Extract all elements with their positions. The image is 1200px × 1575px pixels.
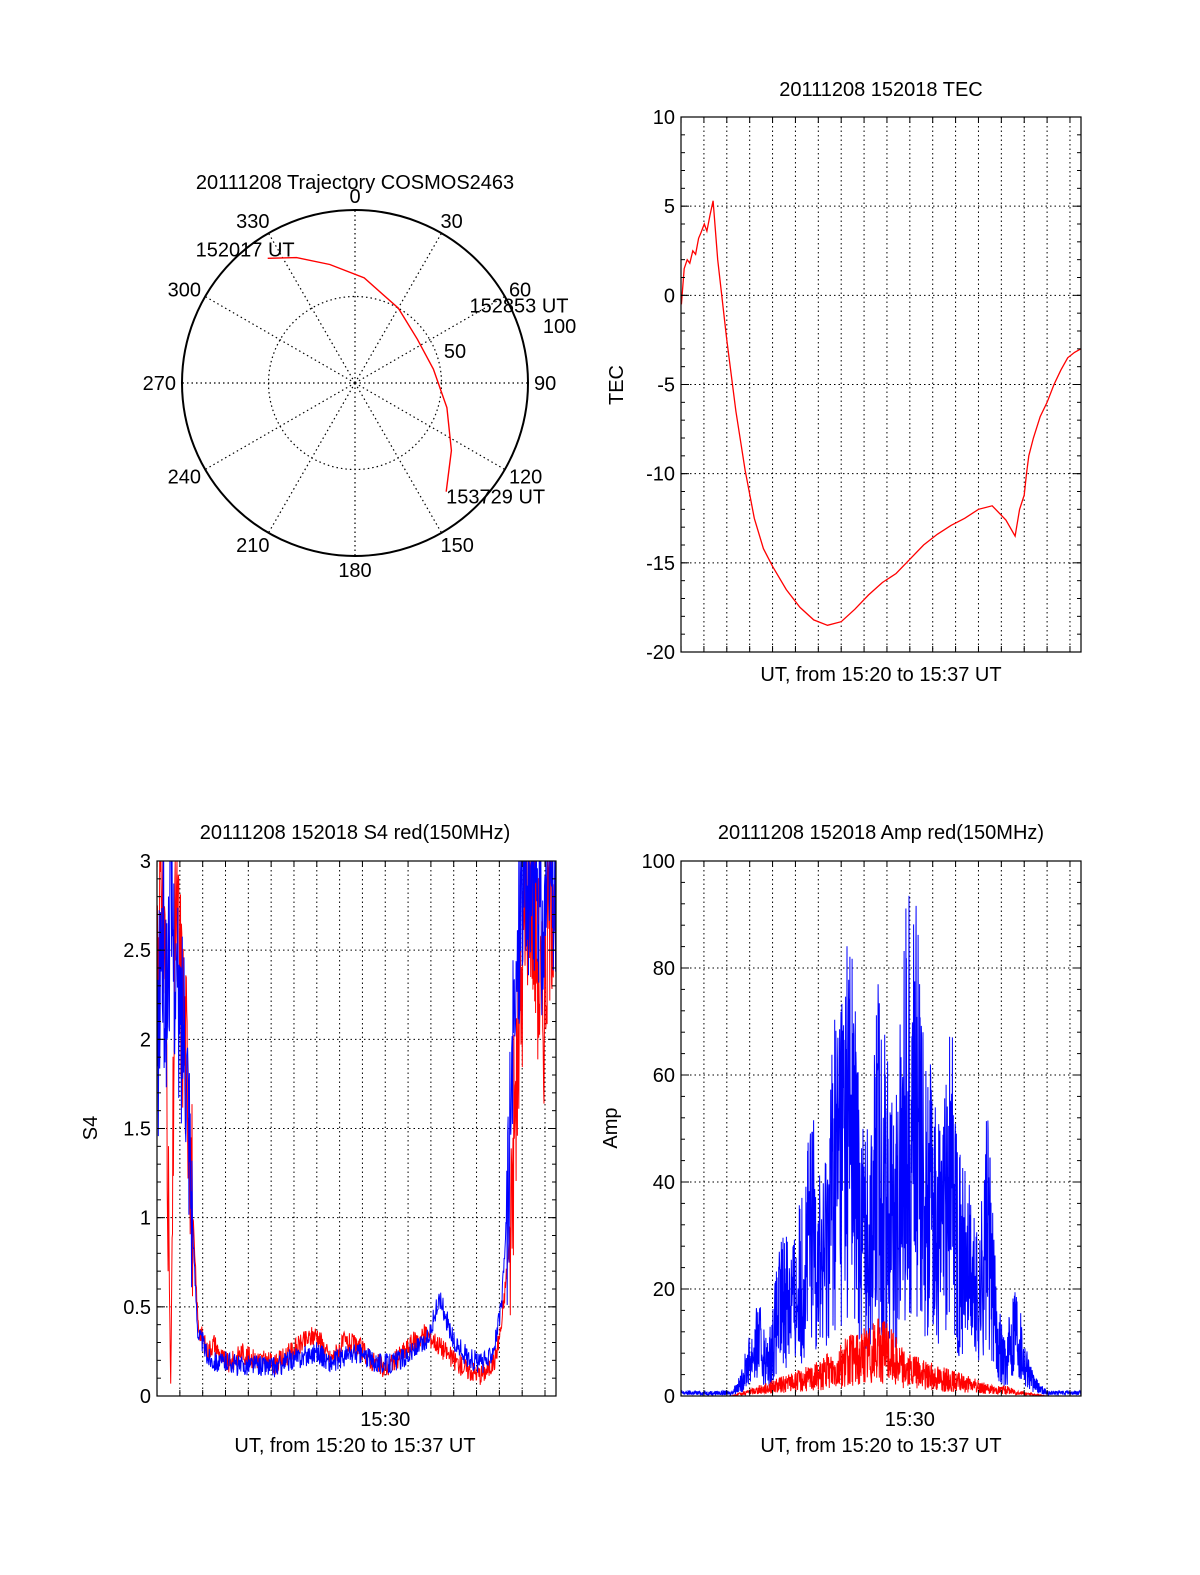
polar-angle-label: 300 bbox=[168, 280, 201, 302]
polar-angle-label: 240 bbox=[168, 467, 201, 489]
polar-angle-label: 180 bbox=[338, 560, 371, 582]
polar-grid bbox=[181, 209, 529, 557]
polar-angle-label: 0 bbox=[349, 186, 360, 208]
polar-angle-label: 210 bbox=[236, 535, 269, 557]
polar-angle-label: 120 bbox=[509, 467, 542, 489]
polar-angle-label: 90 bbox=[534, 373, 556, 395]
chart-title: 20111208 152018 TEC bbox=[779, 79, 983, 101]
s4-chart: 20111208 152018 S4 red(150MHz) UT, from … bbox=[80, 822, 557, 1457]
tec-chart: 20111208 152018 TEC UT, from 15:20 to 15… bbox=[606, 79, 1082, 686]
y-tick-label: 20 bbox=[653, 1279, 675, 1301]
y-tick-label: 5 bbox=[664, 196, 675, 218]
data-series-line bbox=[681, 895, 1081, 1396]
y-tick-label: 2.5 bbox=[123, 940, 151, 962]
trajectory-track: 152017 UT 152853 UT 153729 UT bbox=[196, 239, 569, 508]
y-tick-label: 10 bbox=[653, 107, 675, 129]
chart-title: 20111208 Trajectory COSMOS2463 bbox=[196, 172, 514, 194]
y-axis-label: Amp bbox=[600, 1107, 622, 1148]
x-tick-label: 15:30 bbox=[885, 1409, 935, 1431]
y-tick-label: -10 bbox=[646, 464, 675, 486]
y-axis-label: S4 bbox=[80, 1116, 102, 1140]
trajectory-line bbox=[267, 256, 453, 492]
x-axis-label: UT, from 15:20 to 15:37 UT bbox=[234, 1435, 475, 1457]
polar-angle-label: 150 bbox=[441, 535, 474, 557]
amp-chart: 20111208 152018 Amp red(150MHz) UT, from… bbox=[600, 822, 1082, 1457]
trajectory-time-label: 152017 UT bbox=[196, 239, 295, 261]
trajectory-polar-chart: 20111208 Trajectory COSMOS2463 0 30 60 90 12… bbox=[143, 172, 577, 582]
plot-frame bbox=[680, 860, 1082, 1397]
x-axis-label: UT, from 15:20 to 15:37 UT bbox=[760, 1435, 1001, 1457]
polar-angle-labels: 0 30 60 90 120 150 180 210 240 270 300 330 50 100 bbox=[143, 186, 577, 582]
chart-title: 20111208 152018 S4 red(150MHz) bbox=[200, 822, 511, 844]
data-series-line bbox=[157, 861, 556, 1378]
y-tick-label: -20 bbox=[646, 642, 675, 664]
y-tick-label: 60 bbox=[653, 1065, 675, 1087]
y-tick-label: 0.5 bbox=[123, 1297, 151, 1319]
polar-angle-label: 60 bbox=[509, 280, 531, 302]
y-tick-label: 3 bbox=[140, 851, 151, 873]
y-tick-label: -15 bbox=[646, 553, 675, 575]
y-tick-label: 1.5 bbox=[123, 1119, 151, 1141]
x-axis-label: UT, from 15:20 to 15:37 UT bbox=[760, 664, 1001, 686]
chart-title: 20111208 152018 Amp red(150MHz) bbox=[718, 822, 1044, 844]
trajectory-time-label: 152853 UT bbox=[470, 296, 569, 318]
y-tick-label: 0 bbox=[140, 1386, 151, 1408]
polar-angle-label: 270 bbox=[143, 373, 176, 395]
polar-outer-ring bbox=[181, 209, 529, 557]
data-series-line bbox=[681, 1318, 1081, 1396]
polar-inner-ring bbox=[267, 295, 443, 471]
y-tick-label: 80 bbox=[653, 958, 675, 980]
y-axis-label: TEC bbox=[606, 365, 628, 405]
y-tick-label: 2 bbox=[140, 1029, 151, 1051]
polar-spoke bbox=[204, 295, 356, 384]
data-series-line bbox=[157, 861, 556, 1385]
y-tick-label: 1 bbox=[140, 1208, 151, 1230]
y-tick-label: 100 bbox=[642, 851, 675, 873]
x-tick-label: 15:30 bbox=[360, 1409, 410, 1431]
polar-radial-label: 50 bbox=[444, 341, 466, 363]
trajectory-time-label: 153729 UT bbox=[446, 487, 545, 509]
polar-spoke bbox=[354, 295, 506, 384]
data-series-line bbox=[681, 200, 1081, 626]
y-tick-label: -5 bbox=[657, 375, 675, 397]
polar-radial-label: 100 bbox=[543, 316, 576, 338]
polar-angle-label: 30 bbox=[441, 211, 463, 233]
y-tick-label: 0 bbox=[664, 285, 675, 307]
y-tick-label: 0 bbox=[664, 1386, 675, 1408]
y-tick-label: 40 bbox=[653, 1172, 675, 1194]
polar-angle-label: 330 bbox=[236, 211, 269, 233]
